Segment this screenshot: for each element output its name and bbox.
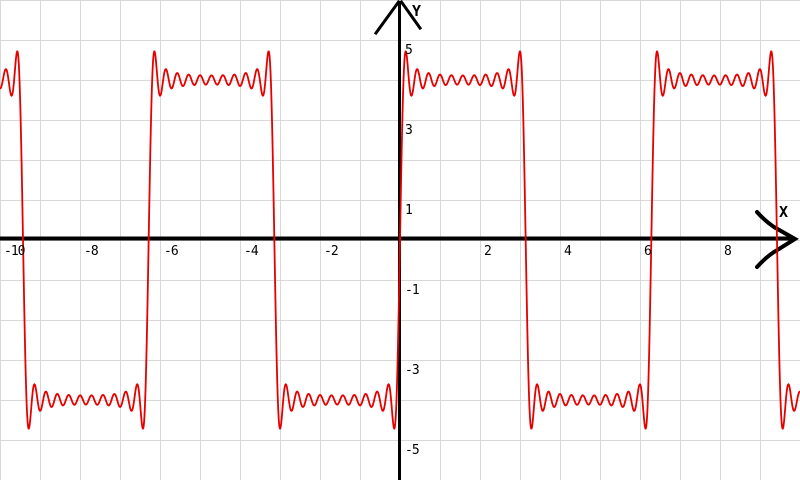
x-tick-label: 8 xyxy=(724,244,732,259)
x-tick-label: -4 xyxy=(244,244,259,259)
x-axis-label: X xyxy=(779,203,789,221)
x-tick-label: 6 xyxy=(644,244,652,259)
x-tick-label: 2 xyxy=(484,244,492,259)
x-tick-label: 4 xyxy=(564,244,572,259)
x-axis-arrow-icon xyxy=(755,210,799,269)
x-tick-label: -8 xyxy=(84,244,99,259)
y-tick-label: 3 xyxy=(405,123,413,138)
x-tick-label: -6 xyxy=(164,244,179,259)
y-axis-arrow-icon xyxy=(373,0,423,36)
y-tick-label: -5 xyxy=(405,443,420,458)
x-tick-label: -10 xyxy=(4,244,26,259)
y-tick-label: -1 xyxy=(405,283,420,298)
fourier-square-wave-curve xyxy=(0,50,800,430)
x-tick-label: -2 xyxy=(324,244,339,259)
y-axis-label: Y xyxy=(412,2,422,20)
y-tick-label: -3 xyxy=(405,363,420,378)
y-tick-label: 1 xyxy=(405,203,413,218)
y-tick-label: 5 xyxy=(405,43,413,58)
